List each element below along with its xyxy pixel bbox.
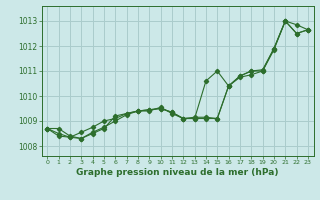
X-axis label: Graphe pression niveau de la mer (hPa): Graphe pression niveau de la mer (hPa) [76, 168, 279, 177]
